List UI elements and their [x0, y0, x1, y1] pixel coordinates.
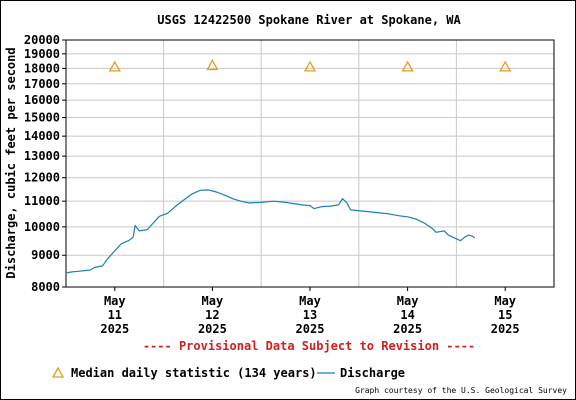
y-tick-label: 9000 — [31, 248, 60, 262]
y-tick-label: 14000 — [24, 129, 60, 143]
x-tick-label: May — [397, 294, 419, 308]
median-marker — [303, 60, 317, 72]
x-tick-labels: May112025May122025May132025May142025May1… — [100, 294, 519, 336]
legend-triangle-icon — [51, 366, 65, 378]
x-tick-label: May — [202, 294, 224, 308]
x-tick-label: 15 — [498, 308, 512, 322]
legend-discharge-label: Discharge — [340, 366, 405, 380]
x-tick-label: May — [104, 294, 126, 308]
median-marker — [108, 60, 121, 72]
median-marker — [206, 59, 219, 71]
x-tick-label: May — [494, 294, 516, 308]
x-tick-label: 12 — [205, 308, 219, 322]
discharge-line — [65, 189, 476, 274]
y-tick-label: 16000 — [24, 93, 60, 107]
x-tick-label: 2025 — [100, 322, 129, 336]
y-tick-labels: 8000 9000 10000 11000 12000 13000 14000 15000 16… — [24, 33, 60, 294]
x-tick-label: 2025 — [198, 322, 227, 336]
x-tick-label: 14 — [400, 308, 414, 322]
x-tick-label: 11 — [108, 308, 122, 322]
x-tick-label: May — [299, 294, 321, 308]
y-tick-label: 12000 — [24, 171, 60, 185]
legend: Median daily statistic (134 years) Disch… — [51, 366, 405, 380]
y-tick-label: 18000 — [24, 61, 60, 75]
credit-text: Graph courtesy of the U.S. Geological Su… — [355, 386, 567, 395]
x-tick-label: 2025 — [491, 322, 520, 336]
x-tick-label: 2025 — [393, 322, 422, 336]
x-tick-label: 13 — [303, 308, 317, 322]
y-axis-label: Discharge, cubic feet per second — [4, 47, 18, 278]
x-tick-label: 2025 — [296, 322, 325, 336]
plot-area — [65, 59, 512, 274]
y-tick-label: 13000 — [24, 149, 60, 163]
legend-median-label: Median daily statistic (134 years) — [71, 366, 317, 380]
provisional-notice: ---- Provisional Data Subject to Revisio… — [143, 339, 475, 353]
y-tick-label: 17000 — [24, 77, 60, 91]
median-marker — [401, 60, 414, 72]
chart-title: USGS 12422500 Spokane River at Spokane, … — [157, 13, 461, 27]
y-tick-label: 15000 — [24, 111, 60, 125]
grid-lines — [62, 39, 555, 291]
y-tick-label: 11000 — [24, 194, 60, 208]
y-tick-label: 20000 — [24, 33, 60, 47]
y-tick-label: 10000 — [24, 220, 60, 234]
plot-border — [65, 39, 555, 288]
y-tick-label: 19000 — [24, 47, 60, 61]
y-tick-label: 8000 — [31, 280, 60, 294]
median-marker — [499, 60, 512, 72]
